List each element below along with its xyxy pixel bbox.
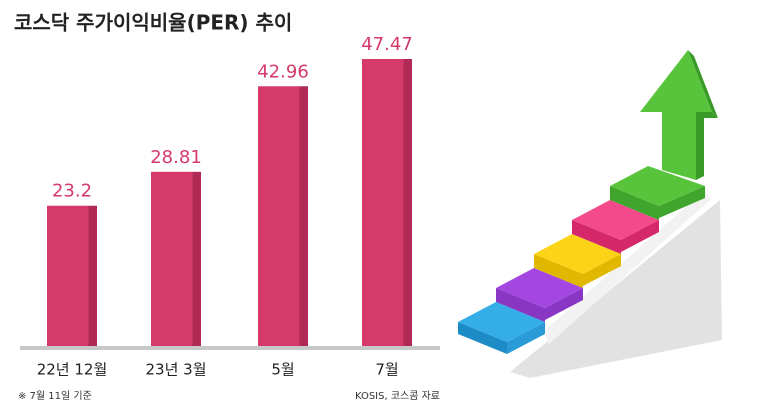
bar [47, 205, 97, 346]
value-label: 28.81 [150, 147, 202, 168]
staircase-illustration [458, 50, 722, 378]
bar [258, 86, 308, 346]
annotation: ※ 7월 11일 기준 [18, 390, 92, 402]
baseline [20, 346, 440, 350]
chart-title: 코스닥 주가이익비율(PER) 추이 [14, 11, 292, 35]
x-tick-label: 23년 3월 [146, 361, 207, 379]
x-tick-label: 5월 [271, 361, 294, 379]
x-tick-label: 22년 12월 [37, 361, 108, 379]
value-label: 23.2 [52, 181, 92, 202]
bar [151, 171, 201, 346]
value-label: 47.47 [361, 34, 413, 55]
bar [362, 59, 412, 346]
value-label: 42.96 [257, 61, 309, 82]
annotation: KOSIS, 코스콤 자료 [355, 390, 440, 402]
x-tick-label: 7월 [375, 361, 398, 379]
